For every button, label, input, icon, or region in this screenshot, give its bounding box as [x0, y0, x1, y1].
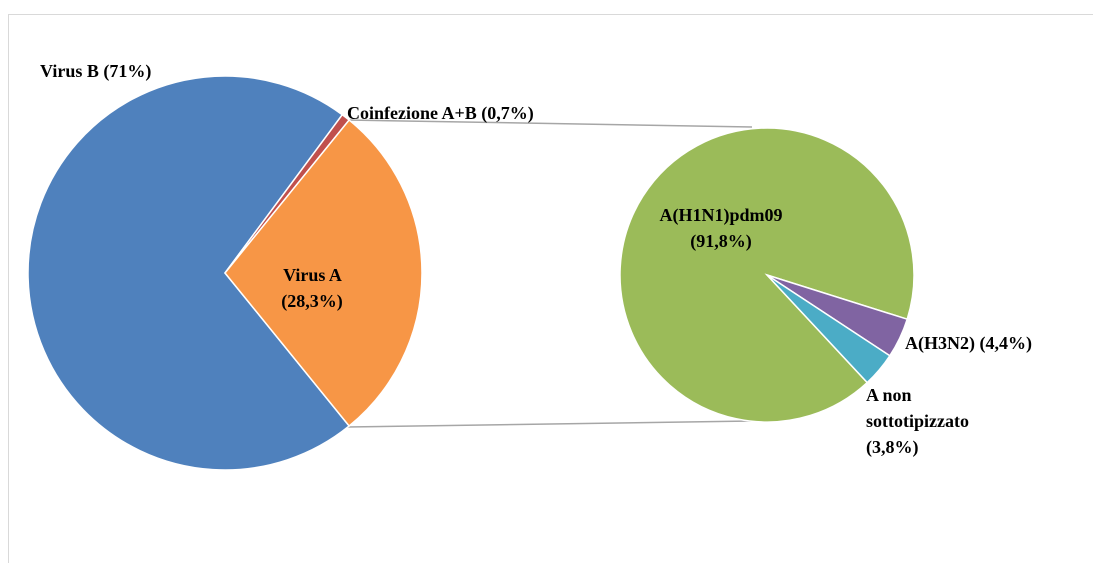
connector-line: [346, 420, 753, 428]
chart-border: [8, 14, 1093, 563]
category-label: A(H1N1)pdm09: [659, 205, 783, 225]
value-label: (0,7%): [481, 103, 534, 123]
value-label: (3,8%): [866, 437, 919, 457]
category-label: A(H3N2): [905, 333, 975, 353]
value-label: (91,8%): [690, 231, 752, 251]
slice-label: Virus A (28,3%): [252, 262, 372, 314]
slice-label: A non sottotipizzato (3,8%): [866, 382, 996, 460]
connector-line: [346, 119, 753, 128]
pie-slice: [224, 118, 423, 428]
slice-label: A(H3N2) (4,4%): [905, 330, 1093, 356]
category-label: Virus A: [283, 265, 341, 285]
category-label: Coinfezione A+B: [347, 103, 477, 123]
category-label: Virus B: [40, 61, 99, 81]
pie-slice: [27, 75, 351, 471]
slice-label: A(H1N1)pdm09 (91,8%): [636, 202, 806, 254]
value-label: (4,4%): [979, 333, 1033, 353]
slice-label: Virus B (71%): [40, 58, 340, 84]
slice-label: Coinfezione A+B (0,7%): [347, 100, 647, 126]
value-label: (71%): [103, 61, 152, 81]
pie-slice: [766, 274, 891, 384]
value-label: (28,3%): [281, 291, 343, 311]
category-label: A non sottotipizzato: [866, 385, 969, 431]
